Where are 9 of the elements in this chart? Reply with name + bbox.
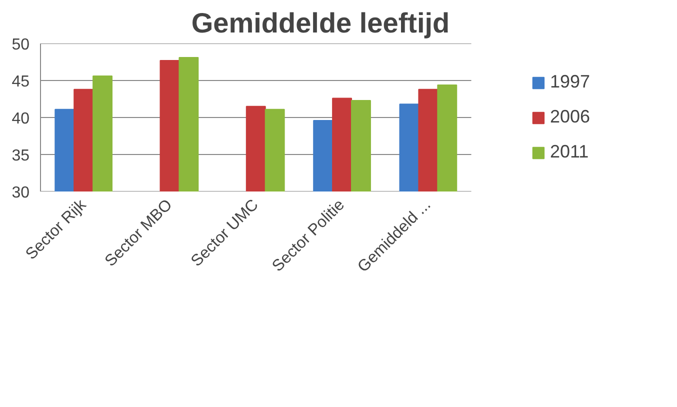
y-tick-label: 50 [12,36,30,54]
legend-label: 2006 [550,106,590,128]
y-tick-label: 35 [12,148,30,164]
y-tick-label: 40 [12,110,30,128]
y-tick-label: 30 [12,184,30,202]
chart-title: Gemiddelde leeftijd [191,8,450,38]
y-tick-label: 45 [12,74,30,90]
legend-label: 1997 [550,72,590,92]
legend-label: 2011 [550,142,589,162]
